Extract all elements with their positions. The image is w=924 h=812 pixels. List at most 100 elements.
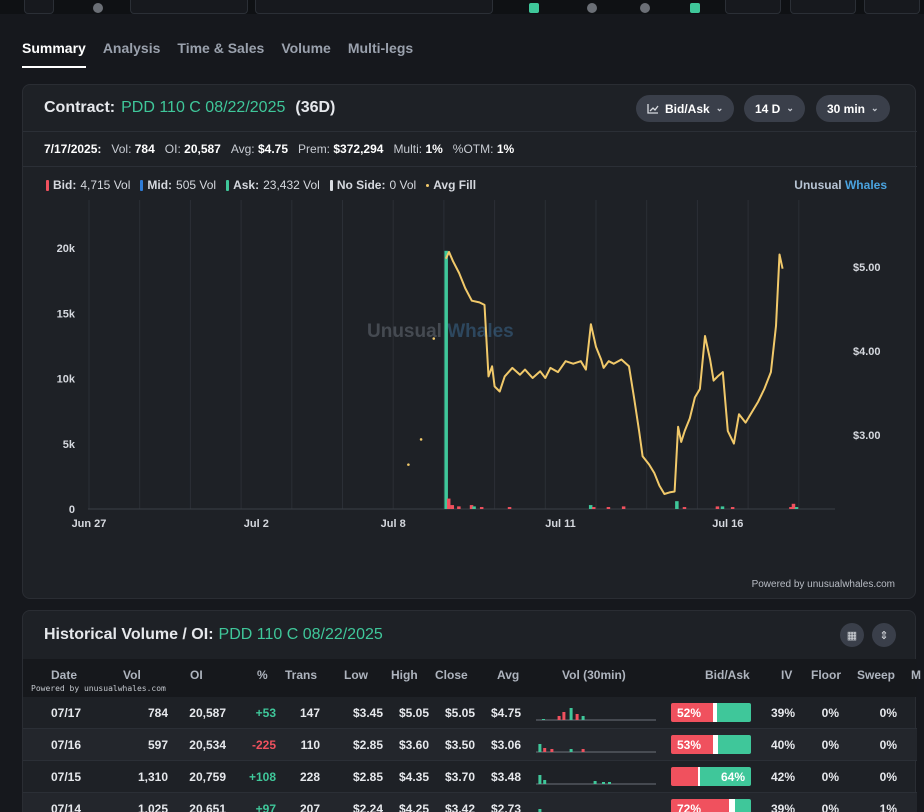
col-date[interactable]: Date: [51, 668, 78, 682]
historical-volume-card: Historical Volume / OI: PDD 110 C 08/22/…: [22, 610, 921, 812]
cell-floor: 0%: [821, 706, 839, 720]
chart-legend: Bid: 4,715 Vol Mid: 505 Vol Ask: 23,432 …: [46, 178, 476, 192]
avg-fill-dot: [407, 463, 410, 466]
col-vol[interactable]: Vol: [123, 668, 141, 682]
volume-bar-ask: [720, 506, 725, 509]
volume-price-chart[interactable]: 25k20k15k10k5k0 $6.00$5.00$4.00$3.00 Jun…: [23, 200, 917, 545]
avg-fill-line: [444, 250, 784, 495]
columns-icon[interactable]: ▦: [840, 623, 864, 647]
cell-chg: +53: [255, 706, 276, 720]
col-vol-30min[interactable]: Vol (30min): [562, 668, 626, 682]
col-sweep[interactable]: Sweep: [857, 668, 896, 682]
bid-segment: 53%: [671, 735, 714, 754]
range-dropdown[interactable]: 14 D ⌄: [744, 95, 805, 122]
toolbar-icon[interactable]: [93, 3, 103, 13]
cell-iv: 40%: [770, 738, 795, 752]
cell-chg: +97: [255, 802, 276, 812]
stat-otm: %OTM: 1%: [452, 142, 515, 156]
expand-icon[interactable]: ⇕: [872, 623, 896, 647]
cell-date: 07/15: [51, 770, 82, 784]
legend-no-side[interactable]: No Side: 0 Vol: [329, 178, 416, 192]
x-tick: Jul 11: [545, 518, 576, 530]
cell-vol: 1,310: [137, 770, 168, 784]
stat-multi: Multi: 1%: [393, 142, 443, 156]
speaker-icon[interactable]: [690, 3, 700, 13]
volume-bar-bid: [479, 507, 484, 509]
ask-segment: [718, 735, 751, 754]
avg-fill-dot: [419, 438, 423, 441]
col-low[interactable]: Low: [344, 668, 368, 682]
cell-avg: $4.75: [490, 706, 521, 720]
mid-segment: [698, 767, 700, 786]
volume-bar-bid: [446, 498, 451, 509]
col-close[interactable]: Close: [435, 668, 468, 682]
col-oi[interactable]: OI: [190, 668, 203, 682]
chevron-down-icon: ⌄: [715, 103, 724, 113]
sparkline-bar: [550, 749, 554, 752]
stat-vol: Vol: 784: [111, 142, 155, 156]
y-left-tick: 0: [69, 504, 75, 516]
volume-bars: [444, 250, 799, 510]
powered-by-label: Powered by unusualwhales.com: [751, 579, 895, 590]
tab-multi-legs[interactable]: Multi-legs: [347, 40, 414, 56]
chevron-down-icon: ⌄: [871, 103, 879, 113]
chart-icon: [647, 104, 659, 114]
toolbar-field[interactable]: [725, 0, 781, 14]
avg-fill-dots: [407, 337, 436, 466]
bidask-dropdown[interactable]: Bid/Ask ⌄: [636, 95, 735, 122]
cell-sweep: 0%: [879, 738, 897, 752]
volume-bar-bid: [791, 503, 796, 509]
legend-bid[interactable]: Bid: 4,715 Vol: [46, 178, 130, 192]
range-label: 14 D: [755, 101, 781, 116]
contract-label: Contract:: [44, 99, 116, 116]
interval-dropdown[interactable]: 30 min ⌄: [816, 95, 890, 122]
cell-vol: 1,025: [137, 802, 168, 812]
toolbar-slot[interactable]: [24, 0, 54, 14]
tab-analysis[interactable]: Analysis: [102, 40, 161, 56]
toolbar-field[interactable]: [255, 0, 493, 14]
toolbar-field[interactable]: [790, 0, 856, 14]
toolbar-icon[interactable]: [640, 3, 650, 13]
legend-ask[interactable]: Ask: 23,432 Vol: [226, 178, 320, 192]
col-bid-ask[interactable]: Bid/Ask: [705, 668, 750, 682]
cell-oi: 20,587: [189, 706, 226, 720]
table-row[interactable]: 07/17 784 20,587 +53 147 $3.45 $5.05 $5.05 $4.75…: [23, 697, 917, 729]
play-icon[interactable]: [529, 3, 539, 13]
toolbar-icon[interactable]: [587, 3, 597, 13]
history-header: Historical Volume / OI: PDD 110 C 08/22/…: [44, 626, 383, 644]
cell-oi: 20,534: [189, 738, 226, 752]
table-row[interactable]: 07/16 597 20,534 -225 110 $2.85 $3.60 $3.50 $3.0…: [23, 729, 917, 761]
tab-time-and-sales[interactable]: Time & Sales: [177, 40, 265, 56]
volume-bar-bid: [606, 507, 611, 509]
table-row[interactable]: 07/15 1,310 20,759 +108 228 $2.85 $4.35 $3.70 $3…: [23, 761, 917, 793]
cell-high: $4.25: [398, 802, 429, 812]
col-iv[interactable]: IV: [781, 668, 793, 682]
bid-ask-bar: 64%: [671, 767, 751, 786]
volume-bar-bid: [621, 506, 626, 509]
brand-logo: Unusual Whales: [794, 178, 887, 192]
col-high[interactable]: High: [391, 668, 418, 682]
volume-bar-ask: [675, 501, 679, 509]
toolbar-field[interactable]: [130, 0, 248, 14]
col-trans[interactable]: Trans: [285, 668, 318, 682]
tab-summary[interactable]: Summary: [22, 40, 86, 68]
cell-oi: 20,651: [189, 802, 226, 812]
col-multi[interactable]: M: [911, 668, 921, 682]
legend-mid[interactable]: Mid: 505 Vol: [140, 178, 216, 192]
tab-volume[interactable]: Volume: [281, 40, 331, 56]
bid-ask-bar: 72%: [671, 799, 751, 812]
cell-trans: 228: [299, 770, 320, 784]
volume-bar-ask: [472, 506, 476, 509]
legend-avg-fill[interactable]: Avg Fill: [426, 178, 476, 192]
toolbar-field[interactable]: [864, 0, 920, 14]
sparkline-bar: [581, 749, 585, 752]
cell-close: $3.50: [444, 738, 475, 752]
col-floor[interactable]: Floor: [811, 668, 841, 682]
cell-date: 07/16: [51, 738, 82, 752]
col-avg[interactable]: Avg: [497, 668, 520, 682]
table-row[interactable]: 07/14 1,025 20,651 +97 207 $2.24 $4.25 $3.42 $2.…: [23, 793, 917, 812]
bid-segment: 52%: [671, 703, 713, 722]
x-axis-labels: Jun 27 Jul 2 Jul 8 Jul 11 Jul 16: [72, 518, 744, 530]
cell-low: $3.45: [352, 706, 383, 720]
col-change[interactable]: %: [257, 668, 268, 682]
